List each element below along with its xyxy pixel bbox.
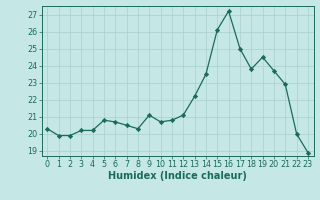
X-axis label: Humidex (Indice chaleur): Humidex (Indice chaleur) [108,171,247,181]
